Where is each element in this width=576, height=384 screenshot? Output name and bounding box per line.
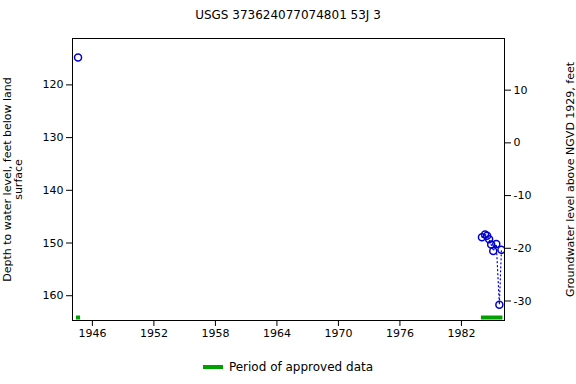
svg-text:1952: 1952 — [140, 327, 168, 340]
svg-text:1958: 1958 — [201, 327, 229, 340]
svg-text:120: 120 — [43, 78, 64, 91]
svg-text:1982: 1982 — [447, 327, 475, 340]
svg-text:-10: -10 — [514, 189, 532, 202]
html-text:USGS 373624077074801 53J 3: USGS 373624077074801 53J 3 — [195, 8, 381, 22]
svg-text:150: 150 — [43, 237, 64, 250]
svg-text:1946: 1946 — [78, 327, 106, 340]
svg-text:Depth to water level, feet bel: Depth to water level, feet below landsur… — [1, 77, 25, 282]
svg-text:0: 0 — [514, 136, 521, 149]
svg-text:-30: -30 — [514, 295, 532, 308]
svg-text:-20: -20 — [514, 242, 532, 255]
svg-text:160: 160 — [43, 289, 64, 302]
svg-text:130: 130 — [43, 131, 64, 144]
svg-text:1970: 1970 — [324, 327, 352, 340]
svg-text:1976: 1976 — [386, 327, 414, 340]
svg-text:140: 140 — [43, 184, 64, 197]
svg-text:10: 10 — [514, 84, 528, 97]
html-text:Period of approved data: Period of approved data — [228, 360, 374, 374]
svg-text:1964: 1964 — [263, 327, 291, 340]
svg-text:Groundwater level above NGVD 1: Groundwater level above NGVD 1929, feet — [564, 61, 576, 297]
